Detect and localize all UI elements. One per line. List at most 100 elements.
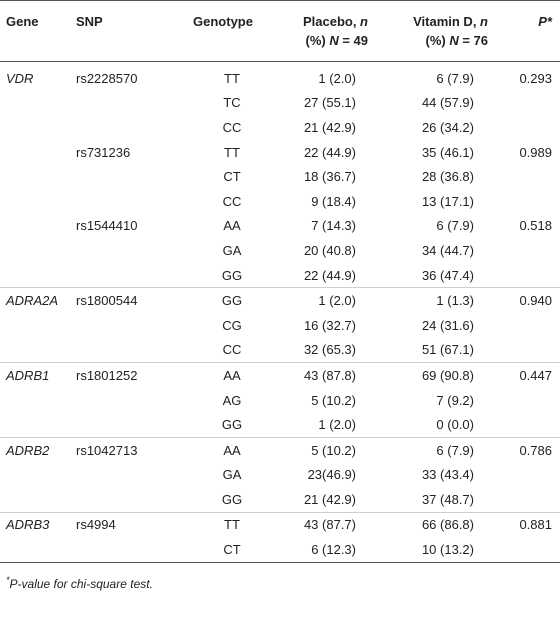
cell-gene [0,238,70,263]
table-row: rs1544410 AA 7 (14.3) 6 (7.9) 0.518 [0,214,560,239]
cell-p [496,412,560,437]
table-row: CT 18 (36.7) 28 (36.8) [0,164,560,189]
cell-vitamin-d: 66 (86.8) [376,511,496,538]
header-placebo-N: N [329,33,339,48]
header-placebo: Placebo, n (%) N = 49 [264,0,376,62]
cell-p: 0.518 [519,218,552,234]
header-p-value: P* [496,0,560,62]
cell-gene [0,463,70,488]
cell-p [496,463,560,488]
cell-p [496,388,560,413]
cell-snp: rs1544410 [76,218,138,234]
cell-snp [70,263,182,288]
cell-vitamin-d: 36 (47.4) [421,267,474,283]
cell-placebo: 22 (44.9) [303,144,356,160]
cell-gene [0,214,70,239]
header-vitamin-d-pct: (%) [425,33,450,48]
cell-genotype: CC [222,119,242,135]
cell-gene [0,91,70,116]
table-row: CG 16 (32.7) 24 (31.6) [0,313,560,338]
cell-placebo: 20 (40.8) [303,242,356,258]
header-p-label: P* [538,14,552,29]
cell-genotype: AA [182,436,264,463]
cell-gene [0,115,70,140]
cell-snp: rs4994 [70,511,182,538]
table-row: ADRB2 rs1042713 AA 5 (10.2) 6 (7.9) 0.786 [0,436,560,463]
cell-placebo: 1 (2.0) [264,287,376,313]
cell-genotype: AA [223,218,241,234]
cell-genotype: GG [221,491,243,507]
header-gene: Gene [0,0,70,62]
cell-gene: ADRB1 [0,362,70,388]
cell-snp [70,91,182,116]
cell-gene [0,487,70,512]
table-row: ADRB1 rs1801252 AA 43 (87.8) 69 (90.8) 0.447 [0,362,560,388]
cell-genotype: CT [182,537,264,563]
cell-vitamin-d: 26 (34.2) [421,119,474,135]
cell-p [496,487,560,512]
cell-gene [0,164,70,189]
cell-p [496,263,560,288]
cell-gene [0,412,70,437]
cell-p [496,238,560,263]
cell-snp: rs731236 [76,144,131,160]
cell-snp: rs1042713 [70,436,182,463]
header-vitamin-d-prefix: Vitamin D, [413,14,481,29]
cell-snp [70,412,182,437]
cell-gene [0,537,70,563]
cell-genotype: GG [221,417,243,433]
cell-genotype: AG [222,392,242,408]
cell-p: 0.293 [519,70,552,86]
cell-placebo: 16 (32.7) [303,317,356,333]
table-row: ADRA2A rs1800544 GG 1 (2.0) 1 (1.3) 0.940 [0,287,560,313]
cell-p [496,164,560,189]
cell-vitamin-d: 51 (67.1) [421,342,474,358]
cell-genotype: CT [223,169,241,185]
cell-placebo: 5 (10.2) [264,436,376,463]
cell-placebo: 18 (36.7) [303,169,356,185]
table-row: CT 6 (12.3) 10 (13.2) [0,537,560,563]
cell-vitamin-d: 13 (17.1) [421,193,474,209]
table-row: CC 21 (42.9) 26 (34.2) [0,115,560,140]
table-row: VDR rs2228570 TT 1 (2.0) 6 (7.9) 0.293 [0,62,560,91]
header-placebo-prefix: Placebo, [302,14,361,29]
cell-snp: rs2228570 [76,70,138,86]
cell-vitamin-d: 33 (43.4) [421,467,474,483]
cell-vitamin-d: 44 (57.9) [421,95,474,111]
cell-snp: rs1800544 [70,287,182,313]
header-row: Gene SNP Genotype Placebo, n (%) N = 49 … [0,0,560,62]
cell-genotype: TT [224,70,240,86]
header-placebo-pct: (%) [305,33,330,48]
cell-placebo: 27 (55.1) [303,95,356,111]
cell-genotype: TC [223,95,241,111]
cell-placebo: 6 (12.3) [264,537,376,563]
cell-p [496,313,560,338]
cell-genotype: GA [222,467,242,483]
cell-placebo: 1 (2.0) [318,417,356,433]
footnote-text: P-value for chi-square test. [9,576,153,591]
cell-gene [0,388,70,413]
cell-p [496,189,560,214]
cell-genotype: CC [222,193,242,209]
cell-genotype: AA [182,362,264,388]
cell-vitamin-d: 0 (0.0) [436,417,474,433]
cell-placebo: 22 (44.9) [303,267,356,283]
table-row: GG 1 (2.0) 0 (0.0) [0,412,560,437]
cell-p [496,537,560,563]
table-row: ADRB3 rs4994 TT 43 (87.7) 66 (86.8) 0.881 [0,511,560,538]
table-row: CC 9 (18.4) 13 (17.1) [0,189,560,214]
cell-placebo: 43 (87.7) [264,511,376,538]
table-row: GG 21 (42.9) 37 (48.7) [0,487,560,512]
cell-placebo: 23(46.9) [307,467,356,483]
table-body: VDR rs2228570 TT 1 (2.0) 6 (7.9) 0.293 TC 27 (5… [0,62,560,563]
cell-vitamin-d: 6 (7.9) [436,70,474,86]
cell-snp [70,537,182,563]
cell-gene [0,338,70,363]
cell-snp [70,313,182,338]
cell-gene: ADRA2A [0,287,70,313]
cell-snp [70,238,182,263]
cell-placebo: 21 (42.9) [303,491,356,507]
cell-vitamin-d: 34 (44.7) [421,242,474,258]
cell-gene [0,189,70,214]
cell-genotype: CC [222,342,242,358]
